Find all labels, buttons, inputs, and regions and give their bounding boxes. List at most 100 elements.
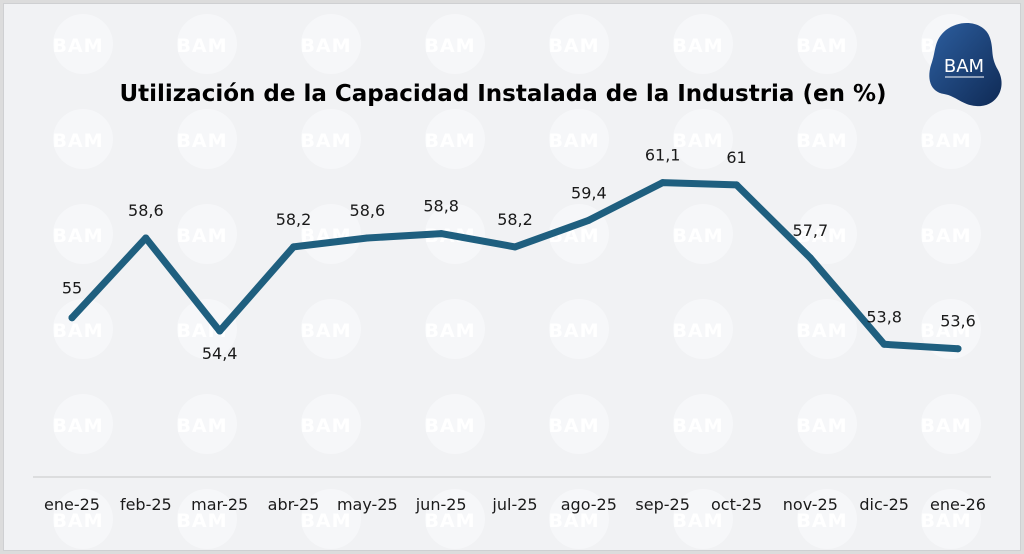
watermark-circle xyxy=(797,204,857,264)
data-label: 53,8 xyxy=(866,307,902,326)
watermark-circle xyxy=(53,394,113,454)
x-tick-label: feb-25 xyxy=(120,495,172,514)
watermark-text: BAM xyxy=(176,35,227,57)
data-label: 58,8 xyxy=(423,197,459,216)
data-point xyxy=(733,181,740,189)
watermark-text: BAM xyxy=(672,320,723,342)
data-point xyxy=(363,234,371,242)
watermark-text: BAM xyxy=(796,35,847,57)
watermark-circle xyxy=(921,109,981,169)
data-point xyxy=(68,314,76,322)
watermark-circle xyxy=(673,109,733,169)
watermark-circle xyxy=(425,489,485,549)
watermark-circle xyxy=(797,394,857,454)
data-label: 58,2 xyxy=(276,210,312,229)
watermark-circle xyxy=(673,204,733,264)
watermark-circle xyxy=(673,14,733,74)
watermark-circle xyxy=(301,394,361,454)
watermark-circle xyxy=(425,299,485,359)
watermark-circle xyxy=(549,14,609,74)
data-point xyxy=(659,179,667,187)
watermark-text: BAM xyxy=(920,320,971,342)
watermark-text: BAM xyxy=(424,35,475,57)
data-label: 57,7 xyxy=(793,221,829,240)
watermark-circle xyxy=(797,489,857,549)
watermark-text: BAM xyxy=(300,320,351,342)
watermark-circle xyxy=(177,299,237,359)
watermark-circle xyxy=(921,394,981,454)
watermark-circle xyxy=(177,394,237,454)
bam-logo-text: BAM xyxy=(944,56,984,77)
watermark-circle xyxy=(53,204,113,264)
bam-logo: BAM xyxy=(929,23,1002,107)
data-label: 61,1 xyxy=(645,146,681,165)
watermark-text: BAM xyxy=(796,225,847,247)
x-tick-label: ene-26 xyxy=(930,495,986,514)
data-point xyxy=(290,243,297,251)
watermark-circle xyxy=(425,394,485,454)
watermark-circle xyxy=(53,299,113,359)
data-point xyxy=(142,234,150,242)
watermark-text: BAM xyxy=(672,225,723,247)
watermark-text: BAM xyxy=(672,510,723,532)
watermark-circle xyxy=(177,489,237,549)
data-point xyxy=(511,243,519,251)
watermark-text: BAM xyxy=(300,130,351,152)
chart-title: Utilización de la Capacidad Instalada de… xyxy=(119,81,886,107)
watermark-circle xyxy=(797,14,857,74)
watermark-text: BAM xyxy=(672,130,723,152)
x-tick-label: mar-25 xyxy=(191,495,248,514)
watermark-circle xyxy=(673,394,733,454)
watermark-text: BAM xyxy=(176,225,227,247)
data-label: 55 xyxy=(62,279,82,298)
watermark-text: BAM xyxy=(796,320,847,342)
data-label: 61 xyxy=(726,148,746,167)
data-point xyxy=(585,216,593,224)
watermark-text: BAM xyxy=(424,510,475,532)
watermark-text: BAM xyxy=(52,35,103,57)
watermark-circle xyxy=(797,109,857,169)
data-labels: 55 58,6 54,4 58,2 58,6 58,8 58,2 59,4 61,1 61 57,7… xyxy=(62,146,976,363)
watermark-circle xyxy=(549,489,609,549)
watermark-text: BAM xyxy=(176,130,227,152)
watermark-circle xyxy=(673,489,733,549)
watermark-text: BAM xyxy=(424,415,475,437)
data-point xyxy=(806,254,814,262)
watermark-circle xyxy=(797,299,857,359)
data-point xyxy=(880,340,888,348)
watermark-circle xyxy=(425,109,485,169)
data-label: 58,2 xyxy=(497,210,533,229)
watermark-text: BAM xyxy=(300,35,351,57)
x-tick-label: dic-25 xyxy=(859,495,909,514)
watermark-text: BAM xyxy=(548,35,599,57)
watermark-circle xyxy=(549,109,609,169)
watermark-circle xyxy=(53,489,113,549)
x-axis-ticks: ene-25 feb-25 mar-25 abr-25 may-25 jun-25 jul-… xyxy=(44,495,986,514)
watermark-circle xyxy=(53,109,113,169)
watermark-circle xyxy=(301,204,361,264)
watermark-text: BAM xyxy=(796,510,847,532)
x-tick-label: jun-25 xyxy=(415,495,467,514)
watermark-text: BAM xyxy=(424,130,475,152)
x-tick-label: nov-25 xyxy=(783,495,838,514)
data-point xyxy=(437,230,445,238)
watermark-layer: BAM BAM BAM BAM BAM BAM BAM BAM BAM BAM BAM BAM BAM B… xyxy=(52,14,981,549)
watermark-text: BAM xyxy=(548,415,599,437)
watermark-circle xyxy=(301,14,361,74)
watermark-text: BAM xyxy=(796,130,847,152)
watermark-text: BAM xyxy=(548,130,599,152)
watermark-text: BAM xyxy=(548,320,599,342)
watermark-text: BAM xyxy=(52,415,103,437)
watermark-text: BAM xyxy=(300,510,351,532)
watermark-text: BAM xyxy=(796,415,847,437)
data-label: 58,6 xyxy=(128,201,164,220)
x-tick-label: sep-25 xyxy=(635,495,689,514)
data-label: 58,6 xyxy=(350,201,386,220)
watermark-circle xyxy=(921,489,981,549)
watermark-circle xyxy=(549,394,609,454)
watermark-circle xyxy=(177,14,237,74)
watermark-text: BAM xyxy=(300,415,351,437)
watermark-text: BAM xyxy=(52,320,103,342)
watermark-circle xyxy=(53,14,113,74)
